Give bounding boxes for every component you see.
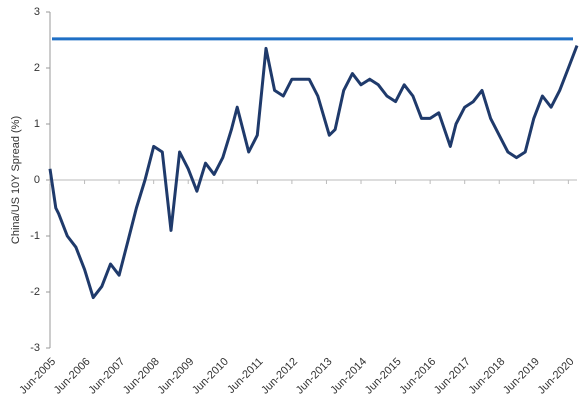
x-tick-label: Jun-2007: [86, 356, 127, 397]
y-tick-label: 1: [34, 118, 40, 130]
x-tick-label: Jun-2019: [501, 356, 542, 397]
y-tick-label: -1: [30, 230, 40, 242]
x-tick-label: Jun-2014: [328, 356, 369, 397]
y-tick-label: 3: [34, 6, 40, 18]
x-tick-label: Jun-2010: [190, 356, 231, 397]
x-tick-label: Jun-2005: [17, 356, 58, 397]
x-tick-label: Jun-2016: [397, 356, 438, 397]
y-tick-label: 2: [34, 62, 40, 74]
y-axis-label: China/US 10Y Spread (%): [10, 116, 22, 244]
y-tick-label: 0: [34, 174, 40, 186]
y-tick-label: -2: [30, 286, 40, 298]
x-tick-label: Jun-2018: [466, 356, 507, 397]
x-tick-label: Jun-2017: [432, 356, 473, 397]
x-tick-label: Jun-2006: [52, 356, 93, 397]
x-tick-label: Jun-2015: [363, 356, 404, 397]
x-tick-label: Jun-2008: [121, 356, 162, 397]
data-line: [48, 45, 579, 300]
x-tick-label: Jun-2013: [294, 356, 335, 397]
x-tick-label: Jun-2011: [225, 356, 265, 396]
x-tick-label: Jun-2020: [536, 356, 577, 397]
y-tick-label: -3: [30, 342, 40, 354]
x-tick-label: Jun-2012: [259, 356, 300, 397]
x-tick-label: Jun-2009: [155, 356, 196, 397]
